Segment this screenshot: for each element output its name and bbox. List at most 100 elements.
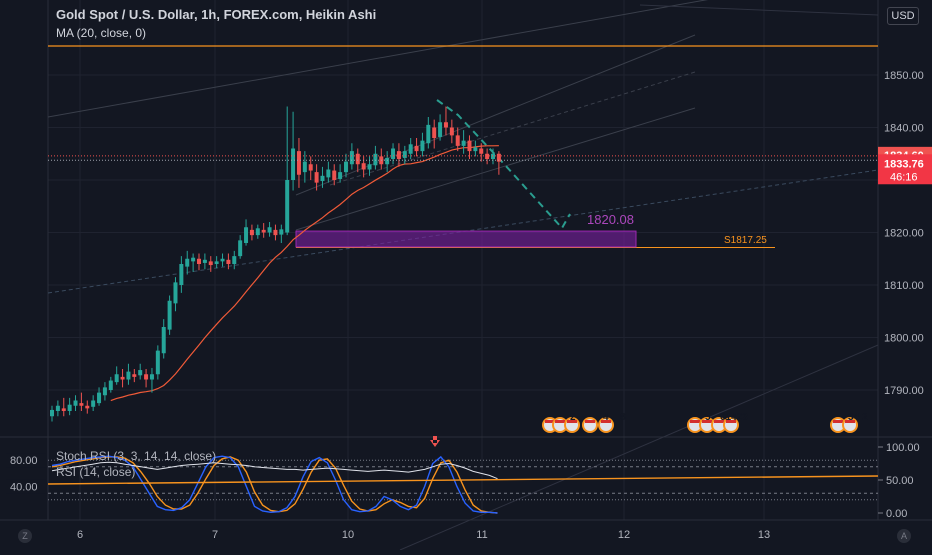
candle[interactable] [449, 119, 454, 144]
candle[interactable] [179, 256, 184, 293]
candle[interactable] [167, 295, 172, 335]
candle[interactable] [426, 117, 431, 149]
event-flag-icon[interactable] [582, 417, 598, 433]
event-flag-icon[interactable] [552, 417, 568, 433]
candle[interactable] [149, 367, 154, 393]
candle[interactable] [249, 224, 254, 241]
event-flag-icon[interactable] [598, 417, 614, 433]
candle[interactable] [155, 345, 160, 380]
candle[interactable] [255, 224, 260, 239]
event-flag-icon[interactable] [723, 417, 739, 433]
supply-demand-zone[interactable] [295, 230, 637, 248]
candle[interactable] [173, 277, 178, 312]
candle[interactable] [479, 143, 484, 162]
event-badges[interactable]: 2 4 8 5 01423 34 2 [542, 412, 868, 433]
candle[interactable] [238, 235, 243, 259]
auto-scale-button[interactable]: A [897, 529, 911, 543]
candle[interactable] [443, 106, 448, 136]
candle[interactable] [349, 143, 354, 170]
candle[interactable] [467, 135, 472, 159]
indicator-legend[interactable]: Stoch RSI (3, 3, 14, 14, close) RSI (14,… [56, 448, 216, 480]
candle[interactable] [191, 253, 196, 272]
candle[interactable] [402, 145, 407, 165]
candle[interactable] [85, 400, 90, 414]
candle[interactable] [302, 151, 307, 183]
event-flag-icon[interactable] [699, 417, 715, 433]
candle[interactable] [420, 132, 425, 157]
candle[interactable] [326, 161, 331, 183]
candle[interactable] [296, 138, 301, 188]
candle[interactable] [126, 363, 131, 385]
candle[interactable] [332, 164, 337, 186]
candle[interactable] [491, 148, 495, 165]
candle[interactable] [461, 130, 466, 154]
candle[interactable] [67, 397, 72, 416]
candle[interactable] [432, 119, 437, 149]
candle[interactable] [314, 164, 319, 191]
candle[interactable] [102, 382, 107, 401]
stoch-rsi-legend[interactable]: Stoch RSI (3, 3, 14, 14, close) [56, 449, 217, 463]
candle[interactable] [285, 106, 290, 236]
candle[interactable] [455, 127, 460, 152]
candle[interactable] [214, 256, 219, 269]
candle[interactable] [267, 222, 272, 237]
event-flag-icon[interactable] [564, 417, 580, 433]
candle[interactable] [144, 369, 149, 388]
event-flag-icon[interactable] [711, 417, 727, 433]
candle[interactable] [208, 256, 213, 272]
candle[interactable] [132, 369, 137, 383]
zone-rect[interactable] [295, 230, 637, 248]
candle[interactable] [73, 395, 78, 411]
currency-button[interactable]: USD [887, 7, 919, 25]
candle[interactable] [97, 387, 102, 406]
price-axis[interactable]: 1850.001840.001830.001820.001810.001800.… [878, 70, 932, 397]
indicator-pane[interactable] [47, 436, 879, 514]
candle[interactable] [473, 140, 478, 157]
candle[interactable] [408, 138, 413, 159]
candle[interactable] [185, 250, 190, 275]
candle[interactable] [485, 148, 490, 165]
candle[interactable] [261, 223, 266, 238]
candle[interactable] [202, 253, 207, 270]
event-flag-icon[interactable] [830, 417, 846, 433]
rsi-legend[interactable]: RSI (14, close) [56, 465, 136, 479]
candle[interactable] [161, 319, 166, 359]
candle[interactable] [79, 392, 84, 411]
candle[interactable] [244, 219, 249, 246]
candle[interactable] [367, 156, 372, 176]
event-flag-icon[interactable] [842, 417, 858, 433]
candle[interactable] [55, 400, 60, 417]
candle[interactable] [291, 111, 296, 191]
candle[interactable] [373, 145, 378, 170]
candle[interactable] [220, 253, 225, 267]
candle[interactable] [232, 250, 237, 270]
candle[interactable] [273, 224, 278, 241]
candle[interactable] [120, 369, 125, 388]
zoom-icon[interactable]: Z [18, 529, 32, 543]
candle[interactable] [385, 151, 390, 173]
event-flag-icon[interactable] [687, 417, 703, 433]
candle[interactable] [344, 153, 348, 178]
candle[interactable] [226, 253, 231, 270]
candle[interactable] [396, 143, 401, 167]
candle[interactable] [438, 114, 443, 141]
candle[interactable] [279, 224, 284, 243]
candle[interactable] [338, 164, 343, 183]
candle[interactable] [320, 166, 325, 188]
candle[interactable] [197, 253, 201, 271]
candle[interactable] [414, 138, 419, 157]
candle[interactable] [308, 156, 313, 180]
ma-legend[interactable]: MA (20, close, 0) [56, 26, 147, 40]
candle[interactable] [138, 363, 143, 380]
candle[interactable] [114, 366, 119, 385]
candle[interactable] [61, 397, 66, 417]
candle[interactable] [496, 151, 501, 175]
candle[interactable] [108, 376, 113, 393]
symbol-title[interactable]: Gold Spot / U.S. Dollar, 1h, FOREX.com, … [56, 7, 377, 22]
time-axis[interactable]: 6 7 10 11 12 13 [77, 529, 770, 541]
candle[interactable] [50, 405, 54, 422]
candle[interactable] [91, 395, 96, 411]
chart-legend[interactable]: Gold Spot / U.S. Dollar, 1h, FOREX.com, … [56, 6, 376, 42]
